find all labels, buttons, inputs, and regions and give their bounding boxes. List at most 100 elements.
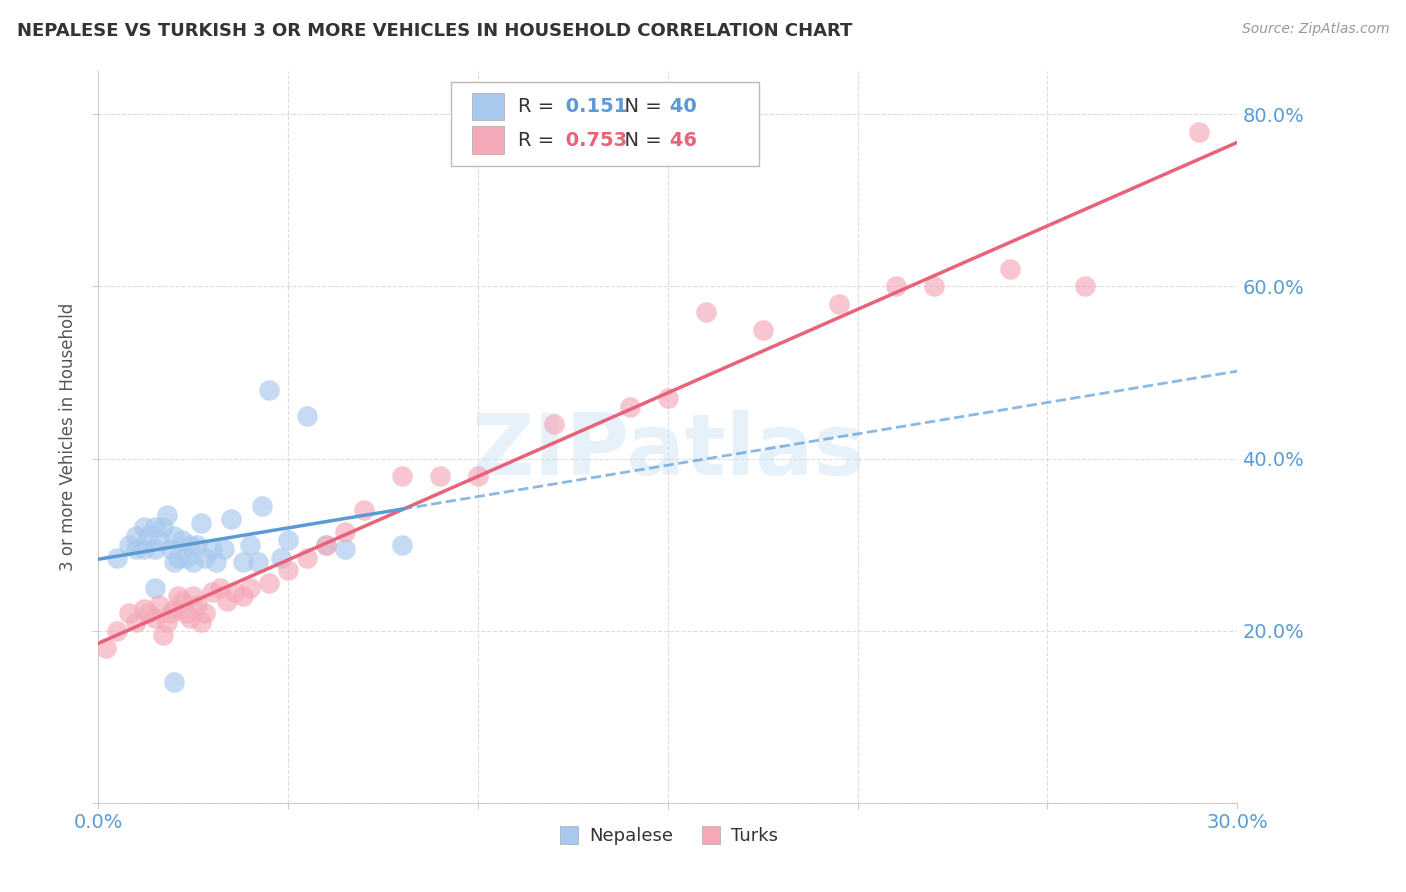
Point (752, 322, 775, 336)
Text: 0.151: 0.151 (558, 97, 627, 116)
Point (136, 607, 159, 621)
Point (315, 538, 337, 552)
Point (186, 598, 208, 612)
Point (163, 529, 186, 543)
Point (543, 417, 565, 432)
Point (277, 533, 299, 548)
Point (695, 305, 717, 319)
Point (163, 675, 186, 690)
Point (186, 538, 208, 552)
Point (335, 541, 357, 556)
Point (208, 581, 231, 595)
Point (163, 602, 186, 616)
Point (1188, 125, 1211, 139)
Point (156, 615, 179, 629)
Point (297, 409, 319, 423)
Point (167, 589, 190, 603)
Point (94, 640, 117, 655)
Point (239, 581, 262, 595)
Point (259, 576, 281, 591)
Point (190, 516, 212, 530)
Point (217, 593, 239, 607)
Point (132, 541, 155, 556)
Point (125, 541, 148, 556)
Text: R =: R = (517, 130, 560, 150)
Point (118, 607, 141, 621)
Point (201, 541, 224, 556)
Point (159, 607, 181, 621)
Point (194, 607, 217, 621)
Point (152, 628, 174, 642)
Point (118, 538, 141, 552)
Point (335, 524, 357, 539)
Point (429, 468, 451, 483)
Point (1074, 279, 1097, 293)
Point (190, 615, 212, 629)
Point (277, 564, 299, 578)
Point (270, 550, 292, 565)
Point (239, 538, 262, 552)
Text: N =: N = (612, 97, 668, 116)
Point (179, 538, 201, 552)
Point (183, 555, 205, 569)
Point (657, 392, 679, 406)
Y-axis label: 3 or more Vehicles in Household: 3 or more Vehicles in Household (59, 303, 77, 571)
Point (174, 607, 197, 621)
Text: 40: 40 (664, 97, 697, 116)
Text: N =: N = (612, 130, 668, 150)
Point (174, 550, 197, 565)
Point (619, 400, 641, 414)
Point (179, 611, 201, 625)
Point (884, 279, 907, 293)
FancyBboxPatch shape (472, 93, 503, 120)
Point (259, 383, 281, 397)
Point (107, 550, 129, 565)
Text: Source: ZipAtlas.com: Source: ZipAtlas.com (1241, 22, 1389, 37)
Point (132, 602, 155, 616)
Point (136, 529, 159, 543)
Point (125, 529, 148, 543)
Point (145, 541, 167, 556)
Point (156, 508, 179, 522)
Point (163, 555, 186, 569)
Point (145, 581, 167, 595)
Point (170, 533, 193, 548)
Point (183, 589, 205, 603)
Point (232, 589, 254, 603)
Point (297, 550, 319, 565)
Point (250, 499, 273, 513)
Point (152, 520, 174, 534)
Point (467, 468, 489, 483)
FancyBboxPatch shape (451, 82, 759, 167)
Point (194, 550, 217, 565)
Text: ZIPatlas: ZIPatlas (471, 410, 865, 493)
Point (201, 585, 224, 599)
Point (212, 541, 235, 556)
Point (107, 624, 129, 638)
Text: NEPALESE VS TURKISH 3 OR MORE VEHICLES IN HOUSEHOLD CORRELATION CHART: NEPALESE VS TURKISH 3 OR MORE VEHICLES I… (17, 22, 852, 40)
Text: 46: 46 (664, 130, 697, 150)
Point (145, 611, 167, 625)
Point (246, 555, 269, 569)
Legend: Nepalese, Turks: Nepalese, Turks (551, 820, 785, 852)
Point (391, 538, 413, 552)
Point (221, 512, 243, 526)
Text: R =: R = (517, 97, 560, 116)
Point (148, 533, 170, 548)
Point (391, 468, 413, 483)
Point (998, 262, 1021, 277)
Point (315, 538, 337, 552)
Point (125, 615, 148, 629)
Point (224, 585, 246, 599)
Point (145, 520, 167, 534)
Point (232, 555, 254, 569)
Point (170, 593, 193, 607)
Point (353, 503, 375, 517)
Point (132, 520, 155, 534)
Point (205, 555, 228, 569)
Point (828, 296, 851, 310)
Point (922, 279, 945, 293)
FancyBboxPatch shape (472, 126, 503, 154)
Point (167, 550, 190, 565)
Point (148, 598, 170, 612)
